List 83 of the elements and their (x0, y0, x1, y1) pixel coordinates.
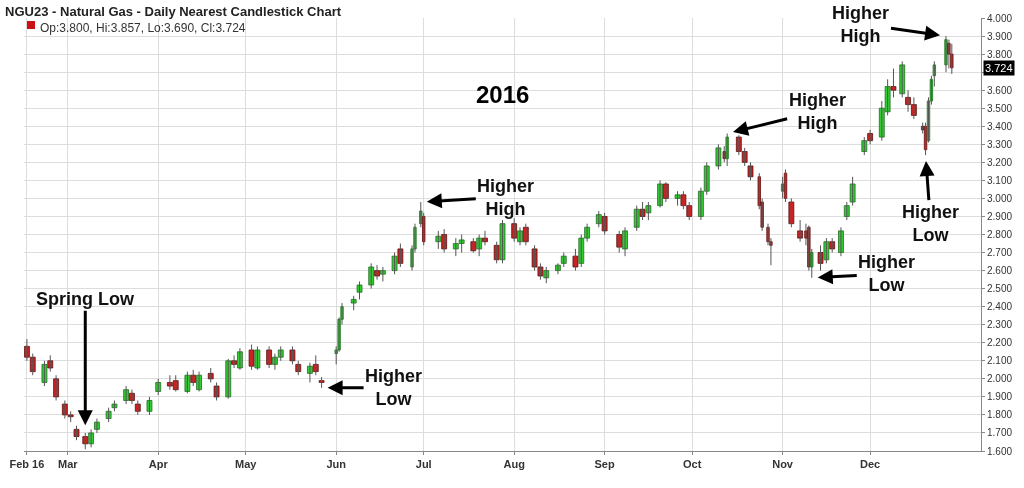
x-tick-label: Jun (326, 458, 347, 471)
candlestick (890, 68, 897, 98)
y-tick-label: 3.500 (987, 102, 1013, 114)
y-tick-label: 3.100 (987, 174, 1013, 186)
candlestick (248, 344, 255, 371)
annotation: Higher Low (858, 252, 916, 296)
annotation: Higher High (832, 3, 890, 47)
candlestick (849, 176, 856, 207)
annotation: 2016 (476, 81, 530, 108)
candlestick (572, 248, 579, 272)
x-tick-label: Mar (57, 458, 79, 471)
y-tick-label: 3.600 (987, 84, 1013, 96)
y-tick-label: 2.400 (987, 301, 1013, 313)
candlestick (843, 201, 850, 221)
candlestick (715, 143, 722, 171)
candlestick (289, 345, 296, 365)
x-tick-label: Feb 16 (9, 458, 45, 471)
annotation: Higher Low (902, 202, 960, 246)
y-tick-label: 2.500 (987, 283, 1013, 295)
y-tick-label: 1.600 (987, 445, 1013, 457)
candlestick (356, 280, 363, 300)
annotation: Higher High (477, 176, 535, 220)
annotation: Higher High (789, 90, 847, 134)
candlestick (213, 381, 220, 401)
x-tick-label: Apr (148, 458, 169, 471)
x-tick-label: May (235, 458, 258, 471)
x-tick-label: Aug (503, 458, 525, 471)
candlestick (41, 360, 48, 387)
y-tick-label: 3.400 (987, 120, 1013, 132)
candlestick (184, 371, 191, 394)
candlestick (254, 345, 261, 371)
candlestick (476, 234, 483, 257)
candlestick (639, 201, 646, 221)
x-tick-label: Jul (415, 458, 432, 471)
y-tick-label: 2.100 (987, 355, 1013, 367)
candlestick (511, 217, 518, 243)
candlestick (499, 219, 506, 264)
y-tick-label: 1.700 (987, 427, 1013, 439)
candlestick (47, 354, 54, 373)
x-tick-label: Sep (594, 458, 615, 471)
candlestick (861, 136, 868, 156)
candlestick (397, 243, 404, 268)
candlestick (146, 396, 153, 416)
y-tick-label: 2.200 (987, 337, 1013, 349)
y-tick-label: 3.900 (987, 30, 1013, 42)
candlestick (318, 376, 325, 389)
candlestick (645, 201, 652, 221)
y-tick-label: 3.300 (987, 138, 1013, 150)
y-tick-label: 1.800 (987, 409, 1013, 421)
candlestick (747, 161, 754, 181)
annotation: Higher Low (365, 366, 423, 410)
annotation: 3.724 (985, 62, 1013, 74)
y-tick-label: 2.900 (987, 210, 1013, 222)
candlestick (105, 407, 112, 423)
candlestick (225, 358, 232, 400)
candlestick (134, 399, 141, 416)
candlestick (441, 228, 448, 254)
y-tick-label: 3.200 (987, 156, 1013, 168)
candlestick (73, 425, 80, 441)
y-tick-label: 2.600 (987, 265, 1013, 277)
x-tick-label: Dec (860, 458, 881, 471)
annotation: Spring Low (36, 289, 135, 309)
annotation: Op:3.800, Hi:3.857, Lo:3.690, Cl:3.724 (40, 21, 246, 35)
candlestick (350, 295, 357, 311)
y-tick-label: 3.000 (987, 192, 1013, 204)
candlestick (817, 244, 824, 272)
candlestick (111, 399, 118, 412)
x-tick-label: Oct (682, 458, 702, 471)
y-tick-label: 4.000 (987, 12, 1013, 24)
y-tick-label: 2.000 (987, 373, 1013, 385)
y-tick-label: 2.300 (987, 319, 1013, 331)
candlestick (674, 190, 681, 207)
chart-title: NGU23 - Natural Gas - Daily Nearest Candlestick Chart (5, 4, 342, 20)
candlestick (368, 262, 375, 290)
candlestick (391, 252, 398, 275)
x-tick-label: Nov (772, 458, 794, 471)
candlestick (601, 212, 608, 235)
candlestick (829, 237, 836, 254)
y-tick-label: 2.700 (987, 247, 1013, 259)
y-tick-label: 2.800 (987, 229, 1013, 240)
y-tick-label: 1.900 (987, 391, 1013, 403)
candlestick (616, 230, 623, 254)
y-tick-label: 3.800 (987, 48, 1013, 60)
